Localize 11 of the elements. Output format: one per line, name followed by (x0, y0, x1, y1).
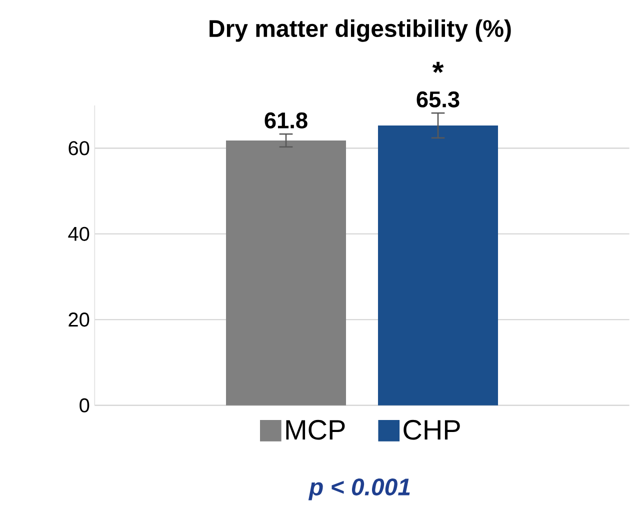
data-label: 61.8 (264, 112, 308, 128)
y-tick-label: 0 (80, 398, 90, 412)
chart-title: Dry matter digestibility (%) (210, 19, 511, 42)
text: p < 0.001 (308, 478, 410, 500)
text: * (432, 62, 444, 73)
y-tick-label: 20 (68, 312, 90, 327)
y-tick-label: 60 (68, 141, 90, 156)
legend-label: CHP (404, 420, 460, 440)
data-label: 65.3 (416, 91, 460, 108)
y-tick-label: 40 (68, 226, 90, 241)
legend-label: MCP (286, 420, 345, 440)
